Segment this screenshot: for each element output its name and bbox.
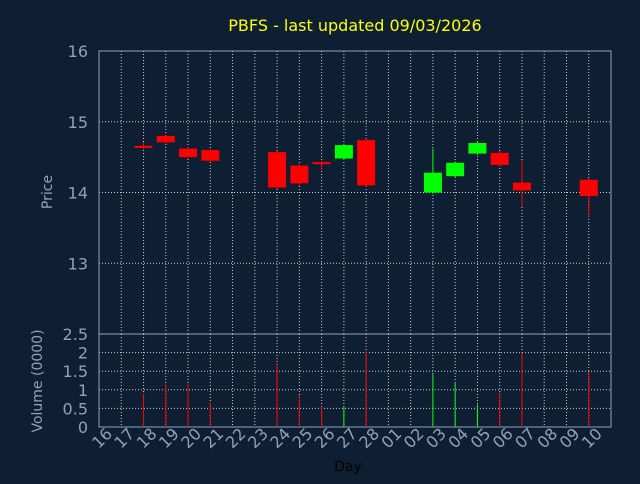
price-tick-label: 15 <box>68 113 88 132</box>
x-tick-label: 10 <box>578 424 606 452</box>
candle-body <box>312 162 331 165</box>
chart-title: PBFS - last updated 09/03/2026 <box>228 16 481 35</box>
candle-body <box>179 148 198 158</box>
volume-panel-frame <box>98 333 612 428</box>
candle-body <box>357 140 376 186</box>
volume-tick-label: 2 <box>78 344 88 363</box>
candle-body <box>201 150 220 161</box>
volume-tick-label: 0 <box>78 418 88 437</box>
volume-tick-label: 1 <box>78 381 88 400</box>
candle-body <box>290 165 309 184</box>
candle-body <box>512 182 531 191</box>
candlesticks <box>134 134 598 218</box>
price-y-axis-label: Price <box>40 175 56 209</box>
price-gridlines <box>99 51 611 334</box>
x-axis-label: Day <box>334 459 362 475</box>
volume-tick-label: 2.5 <box>63 325 88 344</box>
volume-tick-label: 1.5 <box>63 362 88 381</box>
price-y-axis-ticks: 13 14 15 16 <box>68 42 88 273</box>
volume-y-axis-ticks: 00.511.522.5 <box>63 325 88 437</box>
candle-body <box>334 145 353 159</box>
candle-body <box>490 152 509 165</box>
volume-y-axis-label: Volume (0000) <box>30 329 46 432</box>
price-tick-label: 13 <box>68 254 88 273</box>
candle-body <box>423 172 442 193</box>
candle-body <box>579 179 598 197</box>
volume-tick-label: 0.5 <box>63 399 88 418</box>
volume-bars <box>143 350 590 427</box>
candle-body <box>446 162 465 177</box>
volume-gridlines <box>99 334 611 427</box>
candle-body <box>134 145 153 148</box>
price-tick-label: 14 <box>68 184 88 203</box>
price-tick-label: 16 <box>68 42 88 61</box>
candle-body <box>468 142 487 154</box>
candle-body <box>156 135 175 143</box>
candle-body <box>268 152 287 188</box>
x-axis-ticks: 1617181920212223242526272801020304050607… <box>88 424 606 452</box>
